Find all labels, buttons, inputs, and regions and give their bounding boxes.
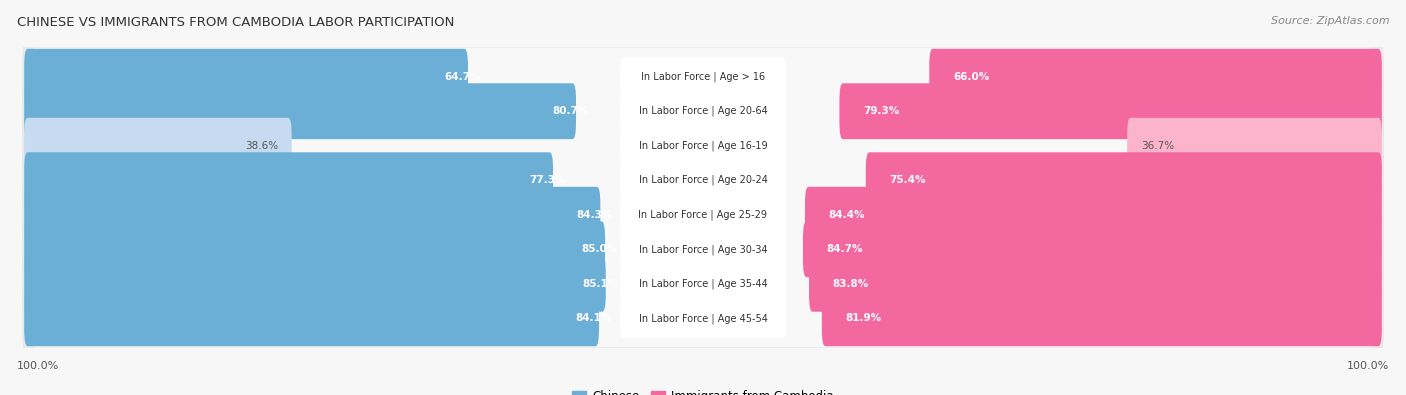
FancyBboxPatch shape	[1128, 118, 1382, 174]
Text: 38.6%: 38.6%	[245, 141, 278, 151]
FancyBboxPatch shape	[803, 221, 1382, 277]
FancyBboxPatch shape	[31, 289, 1375, 347]
FancyBboxPatch shape	[823, 290, 1382, 346]
Text: In Labor Force | Age 35-44: In Labor Force | Age 35-44	[638, 278, 768, 289]
Text: CHINESE VS IMMIGRANTS FROM CAMBODIA LABOR PARTICIPATION: CHINESE VS IMMIGRANTS FROM CAMBODIA LABO…	[17, 16, 454, 29]
Text: In Labor Force | Age 25-29: In Labor Force | Age 25-29	[638, 209, 768, 220]
FancyBboxPatch shape	[620, 264, 786, 303]
FancyBboxPatch shape	[24, 118, 291, 174]
FancyBboxPatch shape	[31, 82, 1375, 140]
Text: In Labor Force | Age 20-64: In Labor Force | Age 20-64	[638, 106, 768, 117]
FancyBboxPatch shape	[24, 49, 468, 105]
FancyBboxPatch shape	[24, 256, 606, 312]
FancyBboxPatch shape	[866, 152, 1382, 208]
Text: 75.4%: 75.4%	[890, 175, 927, 185]
Text: 85.0%: 85.0%	[582, 244, 617, 254]
Text: 100.0%: 100.0%	[1347, 361, 1389, 371]
FancyBboxPatch shape	[22, 106, 1384, 185]
FancyBboxPatch shape	[620, 196, 786, 234]
Text: Source: ZipAtlas.com: Source: ZipAtlas.com	[1271, 16, 1389, 26]
Text: 84.3%: 84.3%	[576, 210, 613, 220]
Text: In Labor Force | Age 45-54: In Labor Force | Age 45-54	[638, 313, 768, 324]
FancyBboxPatch shape	[24, 83, 576, 139]
FancyBboxPatch shape	[620, 57, 786, 96]
FancyBboxPatch shape	[31, 186, 1375, 244]
FancyBboxPatch shape	[24, 290, 599, 346]
FancyBboxPatch shape	[24, 152, 553, 208]
Text: 83.8%: 83.8%	[832, 279, 869, 289]
FancyBboxPatch shape	[22, 244, 1384, 324]
FancyBboxPatch shape	[31, 255, 1375, 313]
FancyBboxPatch shape	[22, 210, 1384, 289]
FancyBboxPatch shape	[22, 175, 1384, 254]
FancyBboxPatch shape	[31, 48, 1375, 106]
FancyBboxPatch shape	[620, 299, 786, 338]
FancyBboxPatch shape	[22, 278, 1384, 358]
FancyBboxPatch shape	[24, 187, 600, 243]
FancyBboxPatch shape	[620, 230, 786, 269]
FancyBboxPatch shape	[31, 220, 1375, 278]
FancyBboxPatch shape	[929, 49, 1382, 105]
Text: 84.1%: 84.1%	[575, 313, 612, 323]
FancyBboxPatch shape	[839, 83, 1382, 139]
Text: In Labor Force | Age 30-34: In Labor Force | Age 30-34	[638, 244, 768, 254]
Text: 36.7%: 36.7%	[1140, 141, 1174, 151]
FancyBboxPatch shape	[22, 71, 1384, 151]
Text: 66.0%: 66.0%	[953, 72, 990, 82]
Text: 80.7%: 80.7%	[553, 106, 589, 116]
Text: 100.0%: 100.0%	[17, 361, 59, 371]
Text: In Labor Force | Age 20-24: In Labor Force | Age 20-24	[638, 175, 768, 186]
FancyBboxPatch shape	[22, 141, 1384, 220]
Text: In Labor Force | Age > 16: In Labor Force | Age > 16	[641, 71, 765, 82]
FancyBboxPatch shape	[808, 256, 1382, 312]
Text: 64.7%: 64.7%	[444, 72, 481, 82]
Text: 77.3%: 77.3%	[530, 175, 565, 185]
Text: 84.7%: 84.7%	[827, 244, 863, 254]
Text: 81.9%: 81.9%	[845, 313, 882, 323]
Legend: Chinese, Immigrants from Cambodia: Chinese, Immigrants from Cambodia	[568, 385, 838, 395]
Text: 79.3%: 79.3%	[863, 106, 900, 116]
FancyBboxPatch shape	[22, 37, 1384, 117]
FancyBboxPatch shape	[24, 221, 605, 277]
FancyBboxPatch shape	[620, 92, 786, 131]
Text: In Labor Force | Age 16-19: In Labor Force | Age 16-19	[638, 141, 768, 151]
FancyBboxPatch shape	[31, 151, 1375, 209]
FancyBboxPatch shape	[620, 126, 786, 165]
FancyBboxPatch shape	[806, 187, 1382, 243]
FancyBboxPatch shape	[620, 161, 786, 199]
Text: 85.1%: 85.1%	[582, 279, 619, 289]
Text: 84.4%: 84.4%	[828, 210, 865, 220]
FancyBboxPatch shape	[31, 117, 1375, 175]
